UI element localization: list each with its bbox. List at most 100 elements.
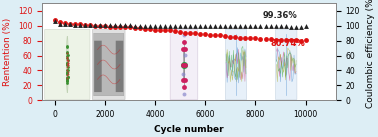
Point	[64, 72, 70, 74]
Circle shape	[67, 36, 68, 93]
Point	[181, 93, 187, 95]
Point	[87, 24, 93, 26]
Point	[182, 63, 188, 66]
Point	[180, 73, 186, 75]
Point	[112, 24, 118, 26]
X-axis label: Cycle number: Cycle number	[154, 125, 224, 134]
Point	[253, 37, 259, 40]
Point	[64, 52, 70, 54]
Point	[107, 25, 113, 28]
Point	[273, 25, 279, 27]
Point	[228, 25, 234, 27]
Point	[64, 62, 70, 64]
Point	[64, 66, 70, 68]
Point	[181, 86, 187, 88]
Point	[65, 79, 71, 81]
Point	[64, 77, 70, 79]
Point	[297, 25, 304, 28]
Point	[217, 25, 223, 27]
Point	[65, 71, 71, 73]
Point	[202, 25, 208, 27]
Point	[82, 24, 88, 26]
Point	[288, 39, 294, 41]
Point	[97, 25, 103, 27]
Point	[65, 64, 71, 66]
Point	[127, 24, 133, 26]
Point	[172, 25, 178, 27]
Point	[142, 28, 148, 30]
Point	[181, 79, 187, 81]
Point	[87, 24, 93, 26]
Point	[293, 39, 299, 41]
Point	[242, 37, 248, 39]
Point	[248, 25, 254, 27]
Point	[64, 71, 70, 73]
Point	[67, 22, 73, 25]
Point	[64, 63, 70, 65]
Point	[207, 34, 213, 36]
Point	[102, 25, 108, 27]
Point	[64, 74, 70, 76]
Point	[107, 24, 113, 26]
Point	[268, 38, 274, 40]
Point	[64, 80, 70, 82]
Point	[217, 34, 223, 37]
Point	[62, 22, 68, 24]
Point	[142, 25, 148, 27]
Point	[237, 37, 243, 39]
Point	[167, 25, 173, 27]
Point	[180, 79, 186, 81]
Point	[242, 25, 248, 27]
FancyBboxPatch shape	[92, 30, 125, 99]
Point	[64, 79, 70, 82]
Point	[253, 25, 259, 27]
Point	[132, 27, 138, 29]
Point	[64, 63, 70, 65]
Point	[177, 31, 183, 33]
Point	[64, 76, 70, 79]
Point	[102, 24, 108, 26]
Point	[180, 48, 186, 50]
Point	[64, 57, 70, 59]
Point	[228, 36, 234, 38]
Y-axis label: Coulombic efficiency (%): Coulombic efficiency (%)	[366, 0, 375, 109]
Y-axis label: Rentention (%): Rentention (%)	[3, 18, 12, 86]
Point	[64, 82, 70, 85]
Point	[65, 55, 71, 57]
Point	[152, 25, 158, 27]
Point	[137, 27, 143, 29]
Point	[65, 66, 71, 68]
Point	[137, 25, 143, 27]
Point	[182, 31, 188, 34]
Point	[64, 69, 70, 71]
Point	[257, 38, 263, 40]
Point	[65, 75, 71, 78]
Point	[157, 25, 163, 27]
Point	[52, 19, 58, 22]
Point	[232, 25, 239, 27]
Point	[180, 63, 186, 66]
Point	[72, 24, 78, 26]
Point	[181, 41, 187, 43]
Point	[64, 52, 70, 55]
Point	[64, 59, 70, 62]
Text: 99.36%: 99.36%	[263, 11, 298, 20]
Point	[97, 24, 103, 26]
Point	[127, 26, 133, 28]
FancyBboxPatch shape	[45, 30, 90, 99]
Point	[64, 64, 70, 66]
FancyBboxPatch shape	[170, 30, 198, 99]
Point	[52, 19, 58, 21]
Point	[92, 25, 98, 27]
Point	[212, 25, 218, 27]
Point	[197, 25, 203, 27]
Point	[65, 76, 71, 78]
Point	[192, 32, 198, 34]
Point	[65, 64, 71, 66]
Point	[122, 24, 128, 26]
Point	[303, 39, 309, 41]
Point	[288, 25, 294, 28]
Point	[232, 36, 239, 38]
Point	[72, 22, 78, 25]
Point	[207, 25, 213, 27]
